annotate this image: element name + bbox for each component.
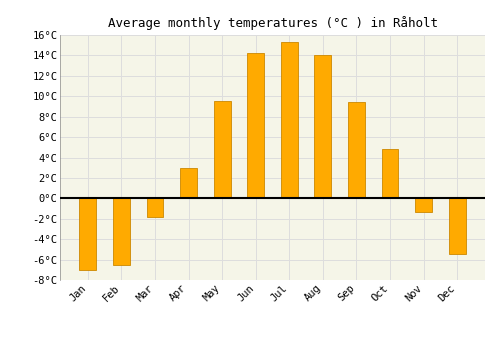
Bar	[248, 53, 264, 198]
Bar	[214, 102, 230, 198]
Bar	[146, 198, 164, 217]
Bar	[416, 198, 432, 212]
Bar	[382, 149, 398, 198]
Bar	[113, 198, 130, 265]
Bar	[180, 168, 197, 198]
Bar	[314, 55, 332, 198]
Title: Average monthly temperatures (°C ) in Råholt: Average monthly temperatures (°C ) in Rå…	[108, 16, 438, 30]
Bar	[281, 42, 297, 198]
Bar	[449, 198, 466, 254]
Bar	[348, 102, 365, 198]
Bar	[80, 198, 96, 270]
